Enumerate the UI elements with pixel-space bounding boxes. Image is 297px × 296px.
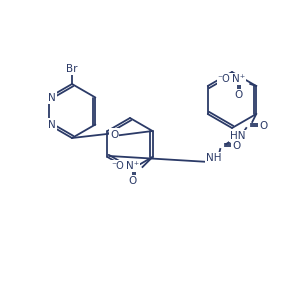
Text: N⁺: N⁺ [126, 161, 139, 171]
Text: N: N [48, 93, 56, 102]
Text: O: O [110, 130, 119, 139]
Text: N⁺: N⁺ [232, 74, 245, 84]
Text: ⁻O: ⁻O [217, 74, 230, 84]
Text: N: N [48, 120, 56, 130]
Text: O: O [232, 141, 240, 151]
Text: O: O [128, 176, 137, 186]
Text: O: O [234, 90, 242, 100]
Text: O: O [259, 121, 267, 131]
Text: HN: HN [230, 131, 246, 141]
Text: ⁻O: ⁻O [112, 161, 124, 171]
Text: Br: Br [66, 64, 78, 74]
Text: NH: NH [206, 153, 222, 163]
